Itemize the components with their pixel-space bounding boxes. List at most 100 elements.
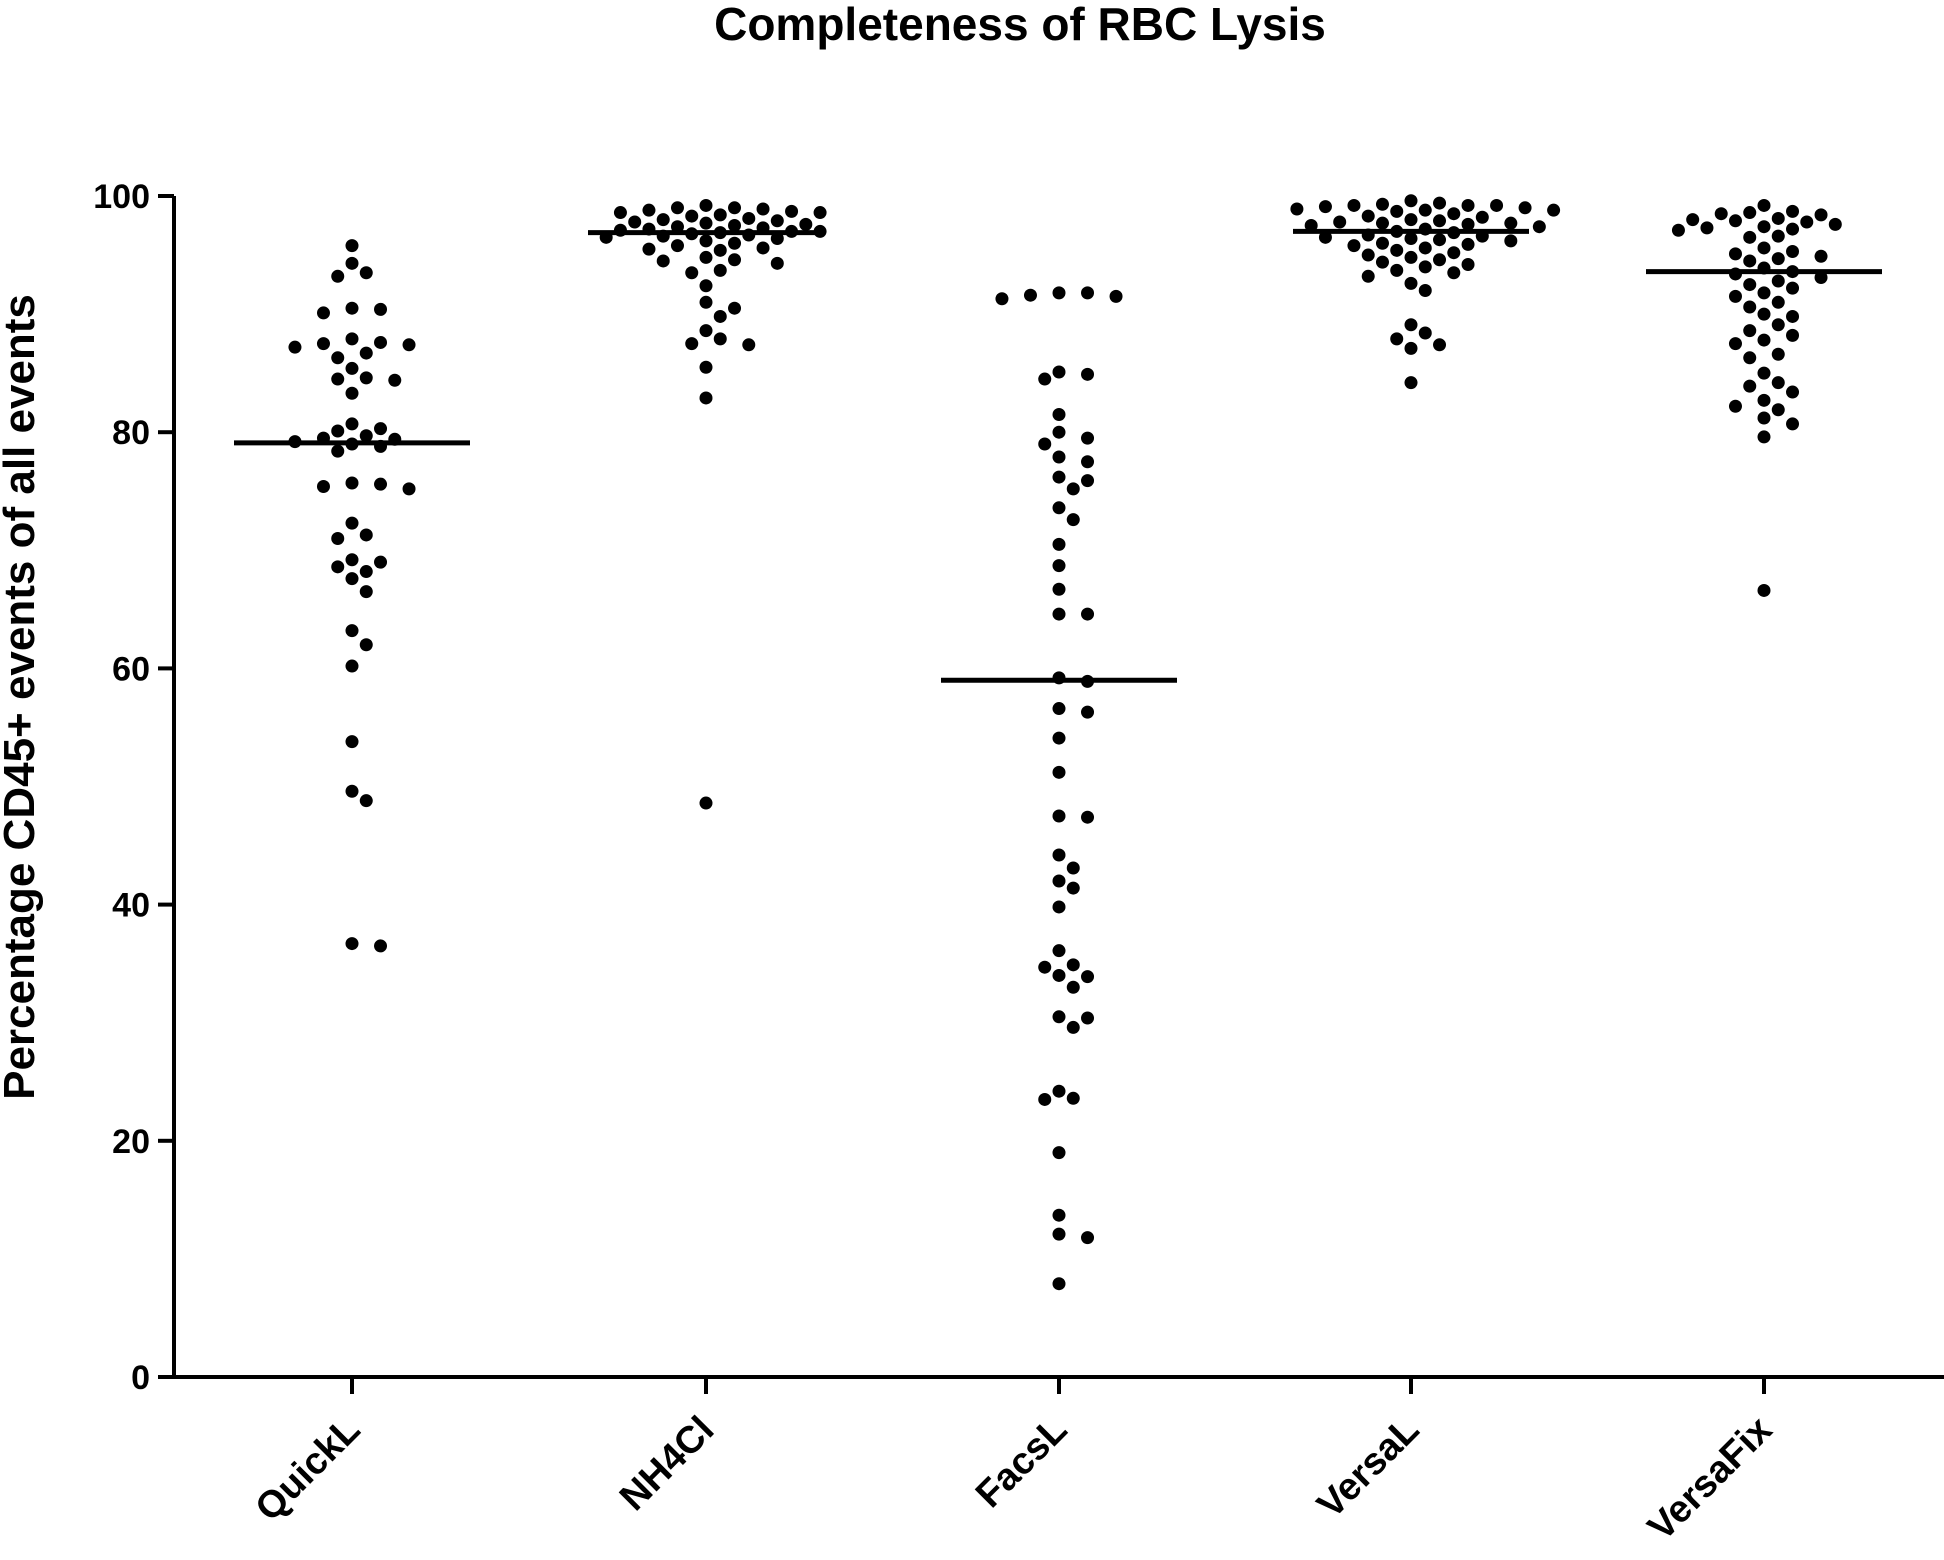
data-point: [1318, 200, 1332, 214]
data-point: [1361, 209, 1375, 223]
data-point: [1333, 215, 1347, 229]
data-point: [699, 279, 713, 293]
data-point: [728, 301, 742, 315]
data-point: [1052, 286, 1066, 300]
data-point: [331, 531, 345, 545]
data-point: [1052, 1010, 1066, 1024]
data-point: [1066, 513, 1080, 527]
data-point: [670, 201, 684, 215]
data-point: [728, 201, 742, 215]
y-ticks: 0 20 40 60 80 100: [93, 178, 174, 1397]
data-point: [1771, 347, 1785, 361]
x-tick-label: QuickL: [248, 1409, 369, 1530]
data-point: [1052, 1208, 1066, 1222]
data-point: [1433, 214, 1447, 228]
data-point: [1052, 470, 1066, 484]
data-points: [288, 194, 1842, 1291]
data-point: [316, 337, 330, 351]
data-point: [345, 553, 359, 567]
data-point: [1771, 211, 1785, 225]
data-point: [1786, 309, 1800, 323]
y-tick-label: 60: [112, 650, 150, 688]
data-point: [1757, 393, 1771, 407]
data-point: [685, 337, 699, 351]
data-point: [770, 232, 784, 246]
data-point: [1375, 236, 1389, 250]
y-tick-label: 20: [112, 1123, 150, 1161]
data-point: [1052, 900, 1066, 914]
x-tick-label: NH4Cl: [612, 1409, 722, 1519]
data-point: [685, 266, 699, 280]
data-point: [331, 372, 345, 386]
data-point: [1771, 252, 1785, 266]
data-point: [1757, 430, 1771, 444]
data-point: [1518, 201, 1532, 215]
data-point: [1052, 537, 1066, 551]
data-point: [1461, 257, 1475, 271]
data-point: [1814, 208, 1828, 222]
data-point: [1828, 217, 1842, 231]
data-point: [1375, 197, 1389, 211]
data-point: [628, 215, 642, 229]
data-point: [1504, 216, 1518, 230]
data-point: [359, 565, 373, 579]
data-point: [345, 476, 359, 490]
data-point: [1375, 216, 1389, 230]
data-point: [1404, 318, 1418, 332]
data-point: [374, 555, 388, 569]
data-point: [613, 206, 627, 220]
data-point: [1404, 341, 1418, 355]
data-point: [1390, 263, 1404, 277]
data-point: [1757, 307, 1771, 321]
data-point: [1318, 230, 1332, 244]
data-point: [1304, 219, 1318, 233]
data-point: [1786, 245, 1800, 259]
data-point: [1714, 207, 1728, 221]
data-point: [374, 335, 388, 349]
data-point: [699, 324, 713, 338]
data-point: [1052, 1146, 1066, 1160]
data-point: [331, 560, 345, 574]
data-point: [1418, 203, 1432, 217]
data-point: [1771, 376, 1785, 390]
y-tick-label: 80: [112, 414, 150, 452]
chart-title: Completeness of RBC Lysis: [714, 0, 1326, 50]
data-point: [1038, 1092, 1052, 1106]
data-point: [345, 572, 359, 586]
data-point: [1052, 731, 1066, 745]
data-point: [1066, 861, 1080, 875]
data-point: [1052, 582, 1066, 596]
x-tick-label: VersaL: [1310, 1409, 1428, 1527]
data-point: [1786, 328, 1800, 342]
data-point: [345, 784, 359, 798]
data-point: [1404, 376, 1418, 390]
data-point: [388, 373, 402, 387]
data-point: [670, 220, 684, 234]
data-point: [742, 211, 756, 225]
data-point: [359, 346, 373, 360]
data-point: [1490, 198, 1504, 212]
data-point: [1052, 848, 1066, 862]
data-point: [1757, 198, 1771, 212]
data-point: [1743, 300, 1757, 314]
data-point: [1771, 403, 1785, 417]
data-point: [1786, 417, 1800, 431]
data-point: [1504, 234, 1518, 248]
data-point: [1081, 431, 1095, 445]
data-point: [1375, 255, 1389, 269]
data-point: [1786, 385, 1800, 399]
data-point: [1447, 266, 1461, 280]
data-point: [1038, 960, 1052, 974]
data-point: [374, 302, 388, 316]
data-point: [1052, 450, 1066, 464]
data-point: [1418, 326, 1432, 340]
data-point: [1109, 289, 1123, 303]
data-point: [1347, 198, 1361, 212]
data-point: [1052, 968, 1066, 982]
data-point: [359, 429, 373, 443]
data-point: [1052, 559, 1066, 573]
data-point: [1461, 217, 1475, 231]
data-point: [345, 386, 359, 400]
data-point: [1743, 230, 1757, 244]
data-point: [1081, 607, 1095, 621]
